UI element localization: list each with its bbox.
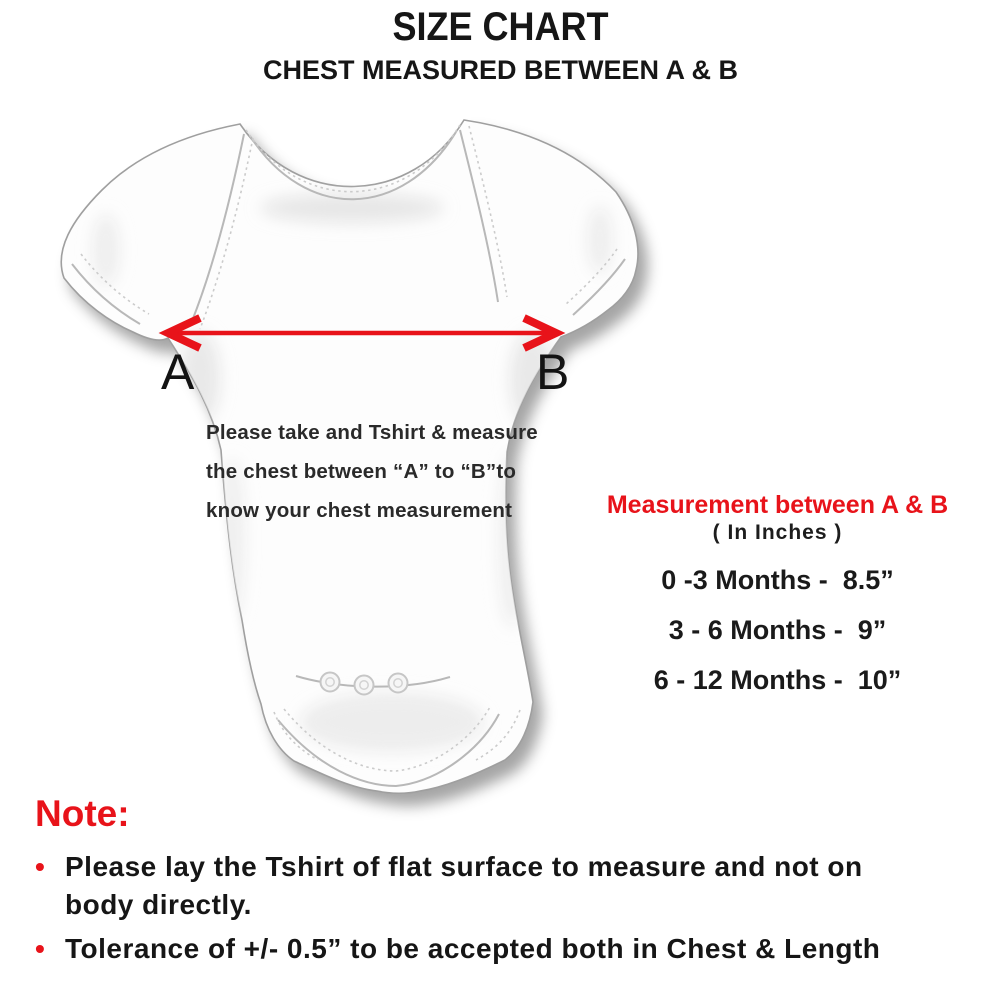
- bullet-icon: •: [35, 933, 46, 964]
- notes-heading: Note:: [35, 793, 130, 834]
- note-text: Please lay the Tshirt of flat surface to…: [65, 851, 863, 920]
- bullet-icon: •: [35, 851, 46, 882]
- note-text: Tolerance of +/- 0.5” to be accepted bot…: [65, 933, 881, 964]
- measurement-arrow-icon: [158, 314, 566, 352]
- size-table: Measurement between A & B ( In Inches ) …: [580, 491, 975, 696]
- snap-buttons: [319, 671, 409, 696]
- measure-instruction-line: Please take and Tshirt & measure: [206, 421, 538, 444]
- point-a-label: A: [161, 344, 195, 400]
- measure-instruction-line: know your chest measurement: [206, 499, 513, 522]
- size-table-heading: Measurement between A & B: [606, 491, 949, 519]
- notes-list: • Please lay the Tshirt of flat surface …: [35, 848, 970, 968]
- measure-instruction: Please take and Tshirt & measure the che…: [206, 413, 566, 530]
- size-row: 0 -3 Months - 8.5”: [661, 565, 894, 595]
- measure-instruction-line: the chest between “A” to “B”to: [206, 460, 517, 483]
- seam-details: [71, 124, 626, 788]
- page-subtitle: CHEST MEASURED BETWEEN A & B: [262, 55, 739, 85]
- size-row: 3 - 6 Months - 9”: [668, 615, 887, 645]
- header: SIZE CHART CHEST MEASURED BETWEEN A & B: [0, 4, 1001, 86]
- size-table-unit: ( In Inches ): [712, 521, 843, 544]
- point-b-label: B: [536, 344, 570, 400]
- note-item: • Tolerance of +/- 0.5” to be accepted b…: [35, 930, 970, 968]
- onesie-diagram: A B Please take and Tshirt & measure the…: [40, 110, 660, 810]
- size-row: 6 - 12 Months - 10”: [653, 665, 902, 695]
- note-item: • Please lay the Tshirt of flat surface …: [35, 848, 970, 924]
- notes-section: Note: • Please lay the Tshirt of flat su…: [35, 792, 970, 968]
- page-title: SIZE CHART: [392, 5, 609, 49]
- baby-onesie-graphic: [60, 119, 639, 795]
